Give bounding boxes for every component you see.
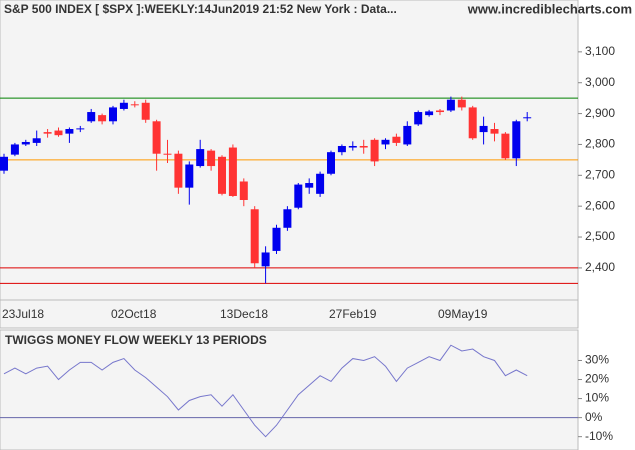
candle-body (479, 125, 488, 133)
y-tick-label: 30% (585, 353, 609, 367)
candle-body (10, 144, 19, 155)
y-tick-label: 2,900 (585, 106, 615, 120)
candle-body (109, 107, 117, 122)
candle-body (446, 99, 455, 111)
candle-body (76, 128, 85, 130)
candle-body (43, 132, 52, 134)
candle-body (141, 102, 150, 120)
candle-body (370, 139, 379, 162)
x-tick-label: 23Jul18 (2, 307, 44, 321)
candle-body (294, 184, 303, 208)
candle-body (316, 173, 325, 194)
candle-body (425, 111, 434, 116)
candle-body (185, 164, 194, 188)
y-tick-label: 2,500 (585, 229, 615, 243)
candle-body (228, 147, 237, 196)
candle-body (250, 209, 259, 264)
y-tick-label: -10% (585, 429, 613, 443)
date-row (0, 299, 579, 329)
candle-body (32, 138, 41, 143)
y-tick-label: 3,100 (585, 44, 615, 58)
candle-body (348, 145, 357, 148)
candle-body (207, 150, 216, 167)
candle-body (512, 121, 521, 159)
y-tick-label: 20% (585, 372, 609, 386)
candle-body (272, 227, 281, 251)
candle-body (457, 99, 466, 108)
candle-body (327, 152, 335, 174)
candle-body (163, 153, 172, 155)
y-tick-label: 2,400 (585, 260, 615, 274)
y-tick-label: 2,600 (585, 198, 615, 212)
candle-body (261, 252, 270, 267)
candle-body (119, 102, 128, 109)
candle-body (239, 181, 248, 200)
candle-body (54, 130, 63, 136)
price-panel (0, 0, 579, 301)
chart-title: S&P 500 INDEX [ $SPX ]:WEEKLY:14Jun2019 … (4, 2, 397, 16)
indicator-title: TWIGGS MONEY FLOW WEEKLY 13 PERIODS (5, 333, 267, 347)
candle-body (501, 133, 510, 159)
x-tick-label: 02Oct18 (111, 307, 157, 321)
candle-body (196, 149, 205, 167)
candle-body (436, 110, 444, 113)
candle-body (414, 112, 423, 125)
candle-body (305, 183, 314, 188)
indicator-line (3, 344, 528, 438)
y-tick-label: 3,000 (585, 75, 615, 89)
candle-body (468, 107, 477, 139)
candle-body (87, 112, 96, 122)
y-tick-label: 2,700 (585, 167, 615, 181)
candle-body (21, 141, 30, 145)
candle-body (98, 115, 107, 122)
y-tick-label: 0% (585, 410, 603, 424)
candle-body (130, 104, 139, 106)
x-tick-label: 09May19 (438, 307, 488, 321)
candle-body (392, 136, 401, 143)
candle-body (174, 153, 183, 188)
candle-body (359, 145, 368, 148)
candle-body (65, 129, 74, 134)
x-tick-label: 13Dec18 (220, 307, 268, 321)
indicator-panel (0, 329, 579, 450)
candle-body (152, 121, 161, 154)
candle-body (523, 117, 532, 119)
candle-body (381, 139, 390, 145)
y-tick-label: 2,800 (585, 137, 615, 151)
y-tick-label: 10% (585, 391, 609, 405)
source: www.incrediblecharts.com (467, 1, 632, 16)
candle-body (490, 129, 499, 134)
x-tick-label: 27Feb19 (329, 307, 377, 321)
candle-body (403, 125, 412, 145)
candle-body (283, 209, 292, 228)
candle-body (337, 145, 346, 153)
candle-body (0, 156, 8, 171)
candle-body (218, 156, 226, 194)
